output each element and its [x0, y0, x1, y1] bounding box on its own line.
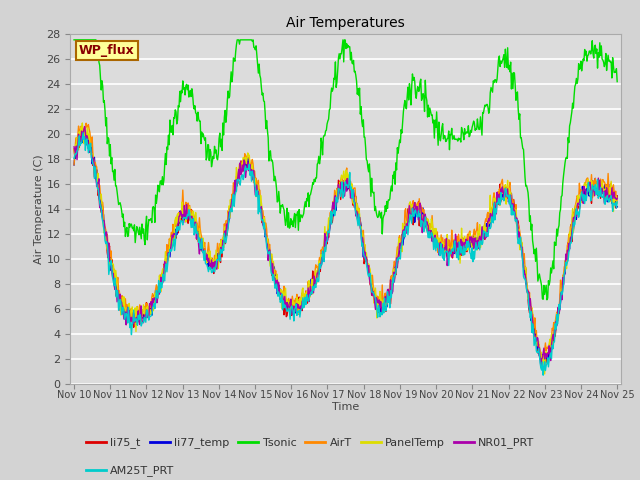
- Text: WP_flux: WP_flux: [79, 44, 134, 57]
- Y-axis label: Air Temperature (C): Air Temperature (C): [34, 154, 44, 264]
- Legend: AM25T_PRT: AM25T_PRT: [81, 461, 179, 480]
- X-axis label: Time: Time: [332, 402, 359, 412]
- Title: Air Temperatures: Air Temperatures: [286, 16, 405, 30]
